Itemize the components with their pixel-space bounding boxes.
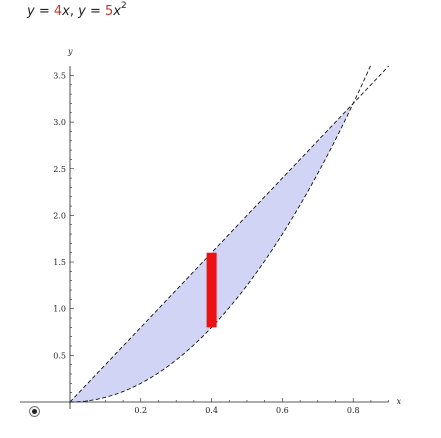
curve-line-4x (69, 65, 389, 403)
chart-title: y = 4x, y = 5x2 (27, 0, 127, 22)
x-axis-label: x (397, 397, 402, 406)
x-tick-label: 0.2 (134, 406, 147, 415)
title-x2: x (113, 4, 121, 19)
title-exponent: 2 (120, 0, 127, 11)
y-tick-label: 2.5 (53, 165, 66, 174)
y-tick-label: 3.5 (53, 71, 66, 80)
radio-selected-dot (32, 409, 37, 414)
x-tick-label: 0.6 (276, 406, 289, 415)
title-eq2: = (85, 4, 105, 19)
radio-button[interactable] (29, 406, 40, 417)
title-x1: x (62, 4, 70, 19)
highlight-slice-bar (206, 252, 217, 328)
title-eq1: = (34, 4, 54, 19)
title-coef1: 4 (53, 4, 63, 19)
title-y1: y (27, 4, 35, 19)
x-tick-label: 0.4 (205, 406, 218, 415)
y-tick-label: 0.5 (53, 351, 66, 360)
y-tick-label: 1.0 (53, 305, 66, 314)
y-axis-label: y (67, 47, 73, 56)
y-tick-label: 3.0 (53, 118, 66, 127)
title-y2: y (78, 4, 86, 19)
title-sep: , (69, 4, 79, 19)
x-tick-label: 0.8 (347, 406, 360, 415)
y-tick-label: 1.5 (53, 258, 66, 267)
curve-parabola-5x2 (69, 64, 372, 403)
title-coef2: 5 (105, 4, 114, 19)
y-tick-label: 2.0 (53, 211, 66, 220)
